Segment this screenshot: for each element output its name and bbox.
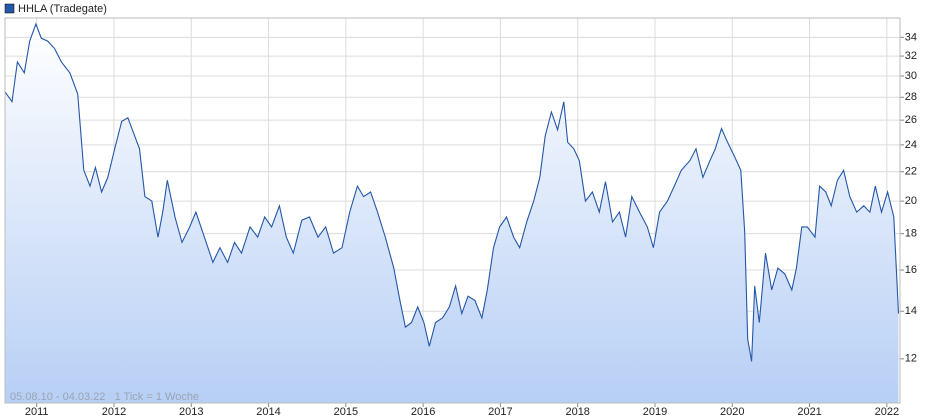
y-tick-label: 14 [905,305,917,317]
y-tick-label: 26 [905,114,917,126]
y-tick-label: 16 [905,264,917,276]
x-tick-label: 2015 [334,406,358,418]
y-tick-label: 34 [905,31,917,43]
y-tick-label: 20 [905,195,917,207]
x-tick-label: 2019 [643,406,667,418]
plot-frame [4,17,901,404]
y-tick-label: 24 [905,139,917,151]
legend-label: HHLA (Tradegate) [18,3,107,15]
x-tick-label: 2012 [102,406,126,418]
y-tick-label: 32 [905,50,917,62]
x-tick-label: 2018 [565,406,589,418]
legend-swatch [4,3,15,14]
y-tick-label: 18 [905,228,917,240]
x-tick-label: 2020 [720,406,744,418]
area-fill [5,24,899,403]
x-tick-label: 2011 [25,406,49,418]
y-tick-label: 28 [905,91,917,103]
x-tick-label: 2016 [411,406,435,418]
x-tick-label: 2021 [797,406,821,418]
price-line [4,22,900,362]
y-tick-label: 12 [905,353,917,365]
x-tick-label: 2014 [256,406,280,418]
y-tick-label: 22 [905,166,917,178]
x-tick-label: 2022 [875,406,899,418]
footnote: 05.08.10 - 04.03.22 1 Tick = 1 Woche [10,391,199,403]
x-tick-label: 2017 [488,406,512,418]
x-tick-label: 2013 [179,406,203,418]
y-tick-label: 30 [905,70,917,82]
